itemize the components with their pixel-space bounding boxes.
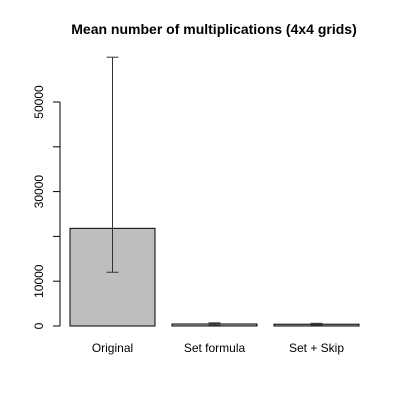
x-tick-label: Set formula — [184, 341, 246, 355]
error-bars-group — [106, 56, 323, 326]
y-tick-label: 0 — [32, 322, 46, 329]
x-tick-label: Original — [92, 341, 133, 355]
y-tick-label: 10000 — [32, 264, 46, 298]
y-tick-label: 30000 — [32, 175, 46, 209]
y-axis: 0 10000 30000 50000 — [32, 85, 61, 329]
x-axis-labels: Original Set formula Set + Skip — [92, 341, 345, 355]
y-tick-label: 50000 — [32, 85, 46, 119]
bars-group — [69, 227, 360, 327]
x-tick-label: Set + Skip — [289, 341, 344, 355]
chart-title: Mean number of multiplications (4x4 grid… — [71, 21, 356, 37]
